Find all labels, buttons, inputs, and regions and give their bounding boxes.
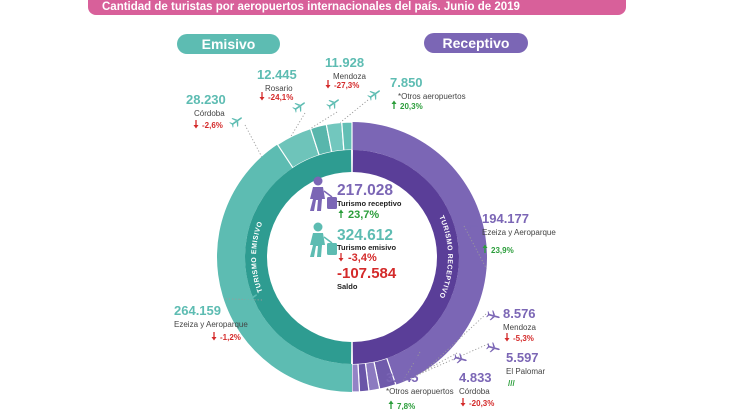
center-saldo-value: -107.584 — [337, 265, 397, 282]
airport-label: Rosario — [265, 84, 293, 93]
chart-title: Cantidad de turistas por aeropuertos int… — [102, 1, 520, 13]
ring-receptivo — [352, 150, 459, 364]
value-label: 264.159 — [174, 303, 221, 318]
leader-receptivo-3 — [417, 343, 489, 376]
plane-icon — [486, 342, 500, 353]
value-label: 5.597 — [506, 350, 539, 365]
arrow-down-icon — [193, 120, 199, 129]
change-label: -27,3% — [334, 81, 359, 90]
airport-label: El Palomar — [506, 367, 545, 376]
center-emisivo-label: Turismo emisivo — [337, 243, 396, 252]
value-label: 4.833 — [459, 370, 492, 385]
plane-icon — [244, 294, 257, 305]
airport-label: Mendoza — [503, 323, 536, 332]
slice-emisivo-1 — [217, 144, 352, 392]
arrow-up-icon — [388, 400, 394, 409]
plane-icon — [408, 353, 422, 364]
plane-icon — [464, 221, 478, 231]
leader-emisivo-4 — [310, 111, 338, 129]
arrow-down-icon — [504, 333, 510, 342]
arrow-up-icon — [338, 209, 344, 218]
receptivo-pill: Receptivo — [424, 33, 528, 53]
change-label: -1,2% — [220, 333, 241, 342]
leader-emisivo-5 — [339, 99, 369, 123]
arrow-up-icon — [482, 244, 488, 253]
traveler-receptivo-icon — [310, 176, 337, 211]
arrow-down-icon — [338, 253, 344, 262]
leader-emisivo-2 — [244, 124, 263, 157]
change-label: 23,9% — [491, 246, 514, 255]
traveler-emisivo-icon — [310, 222, 337, 257]
arrow-down-icon — [211, 332, 217, 341]
change-label: 7,8% — [397, 402, 415, 410]
value-label: 3.845 — [386, 370, 419, 385]
plane-icon — [486, 310, 500, 321]
center-emisivo-value: 324.612 — [337, 227, 393, 244]
plane-icon — [453, 353, 467, 364]
change-label: 20,3% — [400, 102, 423, 111]
value-label: 7.850 — [390, 75, 423, 90]
value-label: 8.576 — [503, 306, 536, 321]
airport-label: Córdoba — [194, 109, 225, 118]
airport-label: Mendoza — [333, 72, 366, 81]
leader-receptivo-4 — [410, 352, 458, 379]
ring-emisivo — [245, 150, 352, 364]
title-bar: Cantidad de turistas por aeropuertos int… — [88, 0, 626, 15]
center-receptivo-change: 23,7% — [348, 209, 379, 221]
leader-receptivo-5 — [402, 351, 421, 383]
slice-emisivo-5 — [341, 121, 353, 151]
center-emisivo-change: -3,4% — [348, 252, 377, 264]
value-label: 28.230 — [186, 92, 226, 107]
leader-emisivo-3 — [290, 112, 306, 137]
leader-receptivo-2 — [425, 313, 487, 371]
change-label: /// — [508, 379, 515, 388]
center-receptivo-label: Turismo receptivo — [337, 199, 402, 208]
plane-icon — [367, 90, 380, 101]
leader-emisivo-1 — [223, 298, 263, 301]
airport-label: *Otros aeropuertos — [398, 92, 466, 101]
airport-label: *Otros aeropuertos — [386, 387, 454, 396]
arrow-down-icon — [460, 398, 466, 407]
airport-label: Ezeiza y Aeroparque — [482, 228, 556, 237]
arrow-up-icon — [391, 100, 397, 109]
arrow-down-icon — [325, 80, 331, 89]
airport-label: Córdoba — [459, 387, 490, 396]
center-receptivo-value: 217.028 — [337, 182, 393, 199]
slice-receptivo-5 — [351, 363, 361, 393]
slice-receptivo-1 — [352, 122, 487, 385]
plane-icon — [326, 99, 339, 110]
center-saldo-label: Saldo — [337, 282, 358, 291]
value-label: 194.177 — [482, 211, 529, 226]
airport-label: Ezeiza y Aeroparque — [174, 320, 248, 329]
change-label: -24,1% — [268, 93, 293, 102]
plane-icon — [229, 117, 242, 128]
emisivo-pill: Emisivo — [177, 34, 280, 54]
value-label: 12.445 — [257, 67, 297, 82]
change-label: -20,3% — [469, 399, 494, 408]
plane-icon — [292, 102, 305, 113]
change-label: -2,6% — [202, 121, 223, 130]
change-label: -5,3% — [513, 334, 534, 343]
arrow-down-icon — [259, 92, 265, 101]
value-label: 11.928 — [325, 55, 364, 70]
